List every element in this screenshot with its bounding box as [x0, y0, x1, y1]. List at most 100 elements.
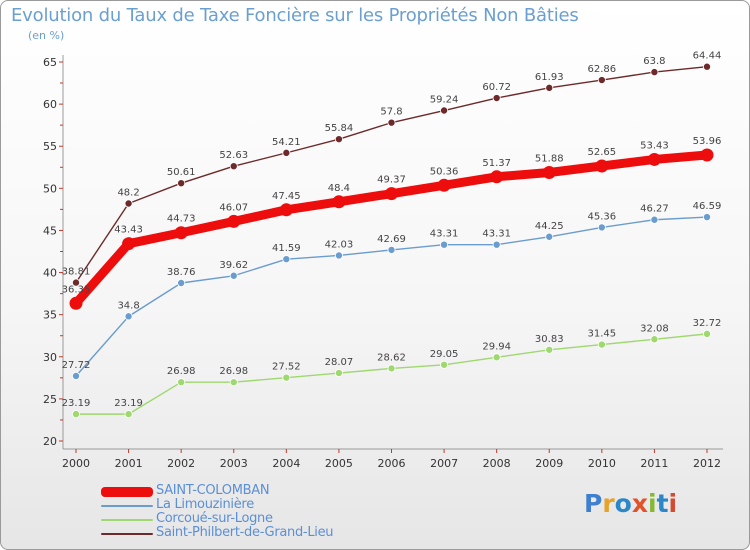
- data-point: [69, 296, 83, 310]
- legend-item-corcoue-sur-logne[interactable]: Corcoué-sur-Logne: [101, 511, 501, 527]
- data-label: 29.05: [430, 349, 459, 360]
- data-label: 36.35: [62, 284, 91, 295]
- data-point: [492, 353, 501, 362]
- data-point: [387, 245, 396, 254]
- data-point: [122, 237, 136, 251]
- data-label: 52.65: [588, 147, 617, 158]
- data-point: [282, 373, 291, 382]
- axes: 20 25 30 35 40 45 50 55 60 65 2000 2001 2002 2003 2004…: [43, 55, 723, 470]
- data-point: [492, 94, 501, 103]
- logo-letter: i: [648, 489, 657, 518]
- data-label: 64.44: [693, 51, 722, 62]
- data-label: 53.96: [693, 136, 722, 147]
- x-tick-label: 2007: [430, 457, 458, 470]
- data-label: 60.72: [482, 82, 511, 93]
- x-tick-label: 2006: [378, 457, 406, 470]
- data-label: 27.72: [62, 360, 91, 371]
- data-point: [440, 106, 449, 115]
- data-point: [545, 83, 554, 92]
- legend-swatch: [101, 505, 153, 507]
- x-tick-label: 2003: [220, 457, 248, 470]
- data-label: 28.62: [377, 352, 406, 363]
- data-point: [124, 199, 133, 208]
- data-label: 50.36: [430, 166, 459, 177]
- y-tick-label: 30: [43, 351, 57, 364]
- legend-label: Saint-Philbert-de-Grand-Lieu: [156, 525, 334, 540]
- data-point: [282, 255, 291, 264]
- data-point: [72, 371, 81, 380]
- legend-label: SAINT-COLOMBAN: [156, 483, 270, 498]
- data-point: [650, 68, 659, 77]
- x-tick-label: 2009: [535, 457, 563, 470]
- data-label: 46.07: [219, 202, 248, 213]
- data-label: 50.61: [167, 167, 196, 178]
- data-label: 45.36: [588, 211, 617, 222]
- data-point: [177, 378, 186, 387]
- data-label: 43.31: [482, 229, 511, 240]
- data-point: [124, 312, 133, 321]
- data-point: [334, 251, 343, 260]
- data-label: 28.07: [325, 357, 354, 368]
- data-label: 57.8: [380, 107, 402, 118]
- series-corcou-sur-logne: [72, 329, 712, 419]
- data-label: 44.73: [167, 214, 196, 225]
- data-point: [124, 410, 133, 419]
- y-tick-label: 40: [43, 267, 57, 280]
- legend-label: Corcoué-sur-Logne: [156, 511, 273, 526]
- data-point: [437, 178, 451, 192]
- data-labels: 23.19 23.19 26.98 26.98 27.52 28.07 28.62 29.05…: [62, 51, 722, 409]
- data-point: [229, 378, 238, 387]
- data-label: 42.03: [325, 239, 354, 250]
- data-label: 43.31: [430, 229, 459, 240]
- data-point: [492, 240, 501, 249]
- x-tick-label: 2008: [483, 457, 511, 470]
- chart-title: Evolution du Taux de Taxe Foncière sur l…: [11, 5, 579, 26]
- data-point: [229, 162, 238, 171]
- data-label: 51.37: [482, 158, 511, 169]
- legend-swatch: [101, 533, 153, 535]
- y-tick-label: 35: [43, 309, 57, 322]
- y-tick-label: 45: [43, 224, 57, 237]
- data-point: [174, 226, 188, 240]
- logo-letter: x: [631, 489, 648, 518]
- proxiti-logo: Proxiti: [584, 489, 677, 518]
- data-label: 46.27: [640, 204, 669, 215]
- data-point: [650, 215, 659, 224]
- data-point: [650, 335, 659, 344]
- legend-item-saint-philbert[interactable]: Saint-Philbert-de-Grand-Lieu: [101, 525, 501, 541]
- y-tick-label: 20: [43, 435, 57, 448]
- legend-swatch: [101, 519, 153, 521]
- data-label: 59.24: [430, 95, 459, 106]
- x-tick-label: 2004: [272, 457, 300, 470]
- data-point: [595, 159, 609, 173]
- legend-item-saint-colomban[interactable]: SAINT-COLOMBAN: [101, 483, 501, 499]
- data-label: 51.88: [535, 153, 564, 164]
- data-point: [597, 340, 606, 349]
- data-label: 26.98: [167, 366, 196, 377]
- data-label: 27.52: [272, 362, 301, 373]
- unit-label: (en %): [28, 29, 65, 42]
- legend-item-la-limouziniere[interactable]: La Limouzinière: [101, 497, 501, 513]
- data-label: 31.45: [588, 329, 617, 340]
- x-tick-label: 2010: [588, 457, 616, 470]
- data-label: 34.8: [117, 300, 139, 311]
- data-point: [177, 278, 186, 287]
- data-point: [703, 213, 712, 222]
- x-tick-label: 2012: [693, 457, 721, 470]
- legend: SAINT-COLOMBAN La Limouzinière Corcoué-s…: [101, 483, 501, 541]
- data-label: 43.43: [114, 225, 143, 236]
- y-tick-label: 65: [43, 56, 57, 69]
- data-point: [72, 410, 81, 419]
- x-tick-label: 2011: [640, 457, 668, 470]
- data-label: 32.72: [693, 318, 722, 329]
- data-label: 52.63: [219, 150, 248, 161]
- data-label: 23.19: [114, 398, 143, 409]
- data-label: 42.69: [377, 234, 406, 245]
- series-saint-philbert-de-grand-lieu: [72, 62, 712, 287]
- x-tick-label: 2005: [325, 457, 353, 470]
- y-tick-label: 25: [43, 393, 57, 406]
- data-point: [279, 203, 293, 217]
- data-label: 44.25: [535, 221, 564, 232]
